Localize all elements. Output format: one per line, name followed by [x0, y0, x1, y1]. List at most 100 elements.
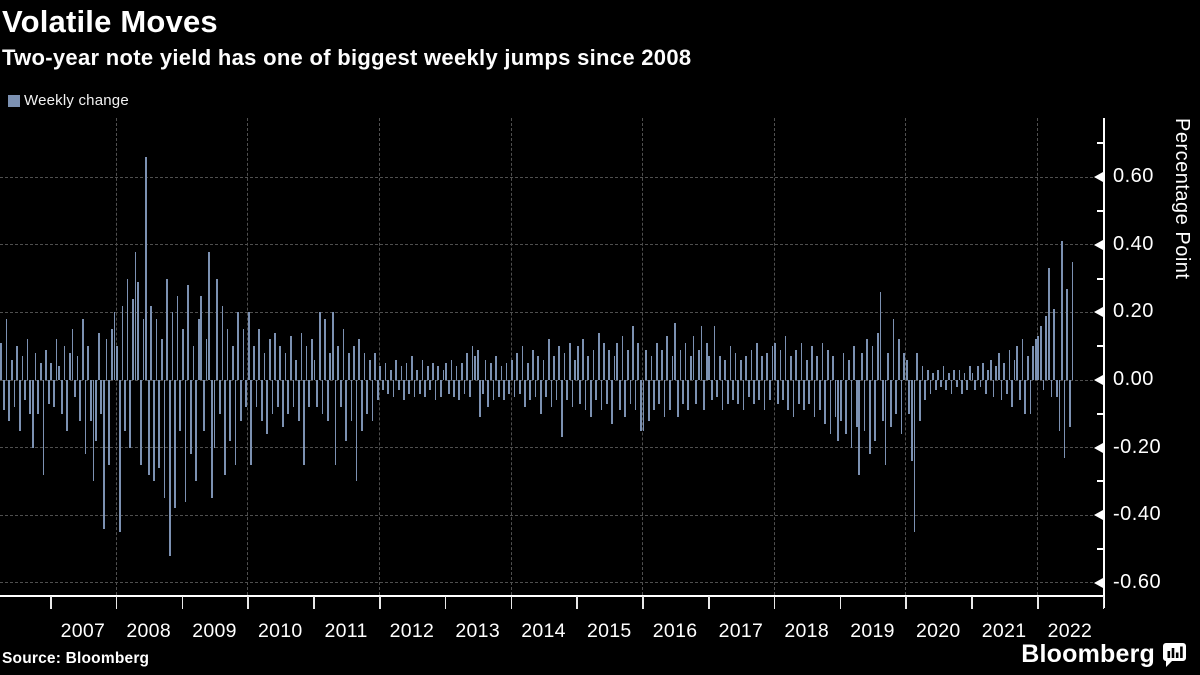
bar: [984, 380, 987, 394]
x-axis-tick: [971, 596, 973, 609]
bar: [34, 352, 37, 380]
bar: [605, 380, 608, 404]
bar: [903, 352, 905, 380]
bar: [819, 380, 821, 411]
y-axis-tick-minor: [1097, 345, 1103, 348]
bar: [847, 359, 850, 380]
bar: [492, 380, 495, 401]
x-axis-tick: [313, 596, 315, 609]
bar: [1034, 339, 1037, 380]
bar: [529, 380, 532, 401]
bar: [142, 319, 145, 380]
bar: [21, 356, 24, 380]
bar: [974, 380, 976, 391]
bar: [1047, 268, 1050, 380]
bar: [0, 342, 3, 380]
bar: [908, 380, 911, 414]
bar: [111, 329, 113, 380]
bar: [255, 380, 258, 408]
gridline-horizontal: [0, 311, 1103, 313]
y-axis-tick-major: [1094, 442, 1103, 453]
bar: [840, 380, 842, 421]
bar: [468, 380, 471, 397]
bar: [382, 380, 384, 391]
bar: [326, 380, 329, 421]
x-year-label: 2022: [1047, 620, 1093, 642]
bar: [82, 319, 84, 380]
bar: [474, 356, 476, 380]
bar: [387, 380, 390, 394]
bar: [3, 380, 5, 411]
bar: [647, 380, 650, 421]
bar: [118, 380, 121, 533]
bar: [632, 325, 634, 380]
bar: [158, 380, 161, 468]
bar: [68, 352, 71, 380]
x-axis-tick: [1037, 596, 1039, 609]
bar: [834, 380, 837, 418]
bar: [1055, 380, 1058, 397]
bar: [726, 380, 729, 404]
bar: [392, 380, 395, 397]
bar: [239, 380, 242, 421]
bar: [182, 329, 184, 380]
bar: [171, 312, 174, 380]
bar: [179, 380, 182, 431]
bar: [245, 380, 247, 408]
bar: [26, 339, 29, 380]
bar: [297, 380, 300, 421]
x-axis-tick: [115, 596, 118, 609]
bar: [897, 339, 900, 380]
bar: [976, 366, 979, 380]
bar: [200, 295, 203, 380]
bar: [216, 278, 218, 380]
bar: [337, 346, 340, 380]
bar: [824, 380, 826, 424]
bar: [308, 380, 311, 408]
bar: [39, 363, 42, 380]
bar: [761, 356, 763, 380]
x-year-label: 2020: [915, 620, 961, 642]
bar: [705, 342, 708, 380]
bar: [213, 380, 216, 448]
bar: [189, 380, 192, 455]
bar: [655, 342, 658, 380]
bar: [995, 366, 998, 380]
bar: [650, 356, 653, 380]
bar: [103, 380, 105, 529]
bar: [1040, 325, 1042, 380]
bar: [532, 349, 534, 380]
bar: [408, 380, 411, 394]
bar: [145, 156, 147, 380]
bar: [484, 359, 487, 380]
bar: [537, 356, 540, 380]
bar: [555, 380, 558, 401]
bar: [121, 305, 124, 380]
bar: [497, 380, 500, 397]
bar: [684, 342, 687, 380]
bar: [687, 380, 690, 411]
legend-swatch-icon: [8, 94, 20, 107]
bar: [379, 366, 382, 380]
bar: [700, 325, 703, 380]
bar: [721, 380, 724, 411]
bar: [1050, 380, 1053, 397]
bar: [737, 380, 740, 404]
bar: [732, 380, 734, 401]
bar: [63, 346, 66, 380]
bar: [279, 346, 282, 380]
bar: [808, 380, 811, 404]
bar: [37, 380, 39, 414]
bar: [424, 380, 426, 397]
bar: [479, 380, 482, 418]
bar: [787, 380, 790, 411]
bar: [434, 380, 437, 401]
bar: [353, 346, 355, 380]
gridline-vertical: [379, 118, 380, 595]
bar: [979, 380, 982, 387]
bar: [92, 380, 95, 482]
bar: [734, 352, 737, 380]
bar: [476, 349, 479, 380]
bar: [271, 380, 274, 414]
bar: [87, 346, 89, 380]
